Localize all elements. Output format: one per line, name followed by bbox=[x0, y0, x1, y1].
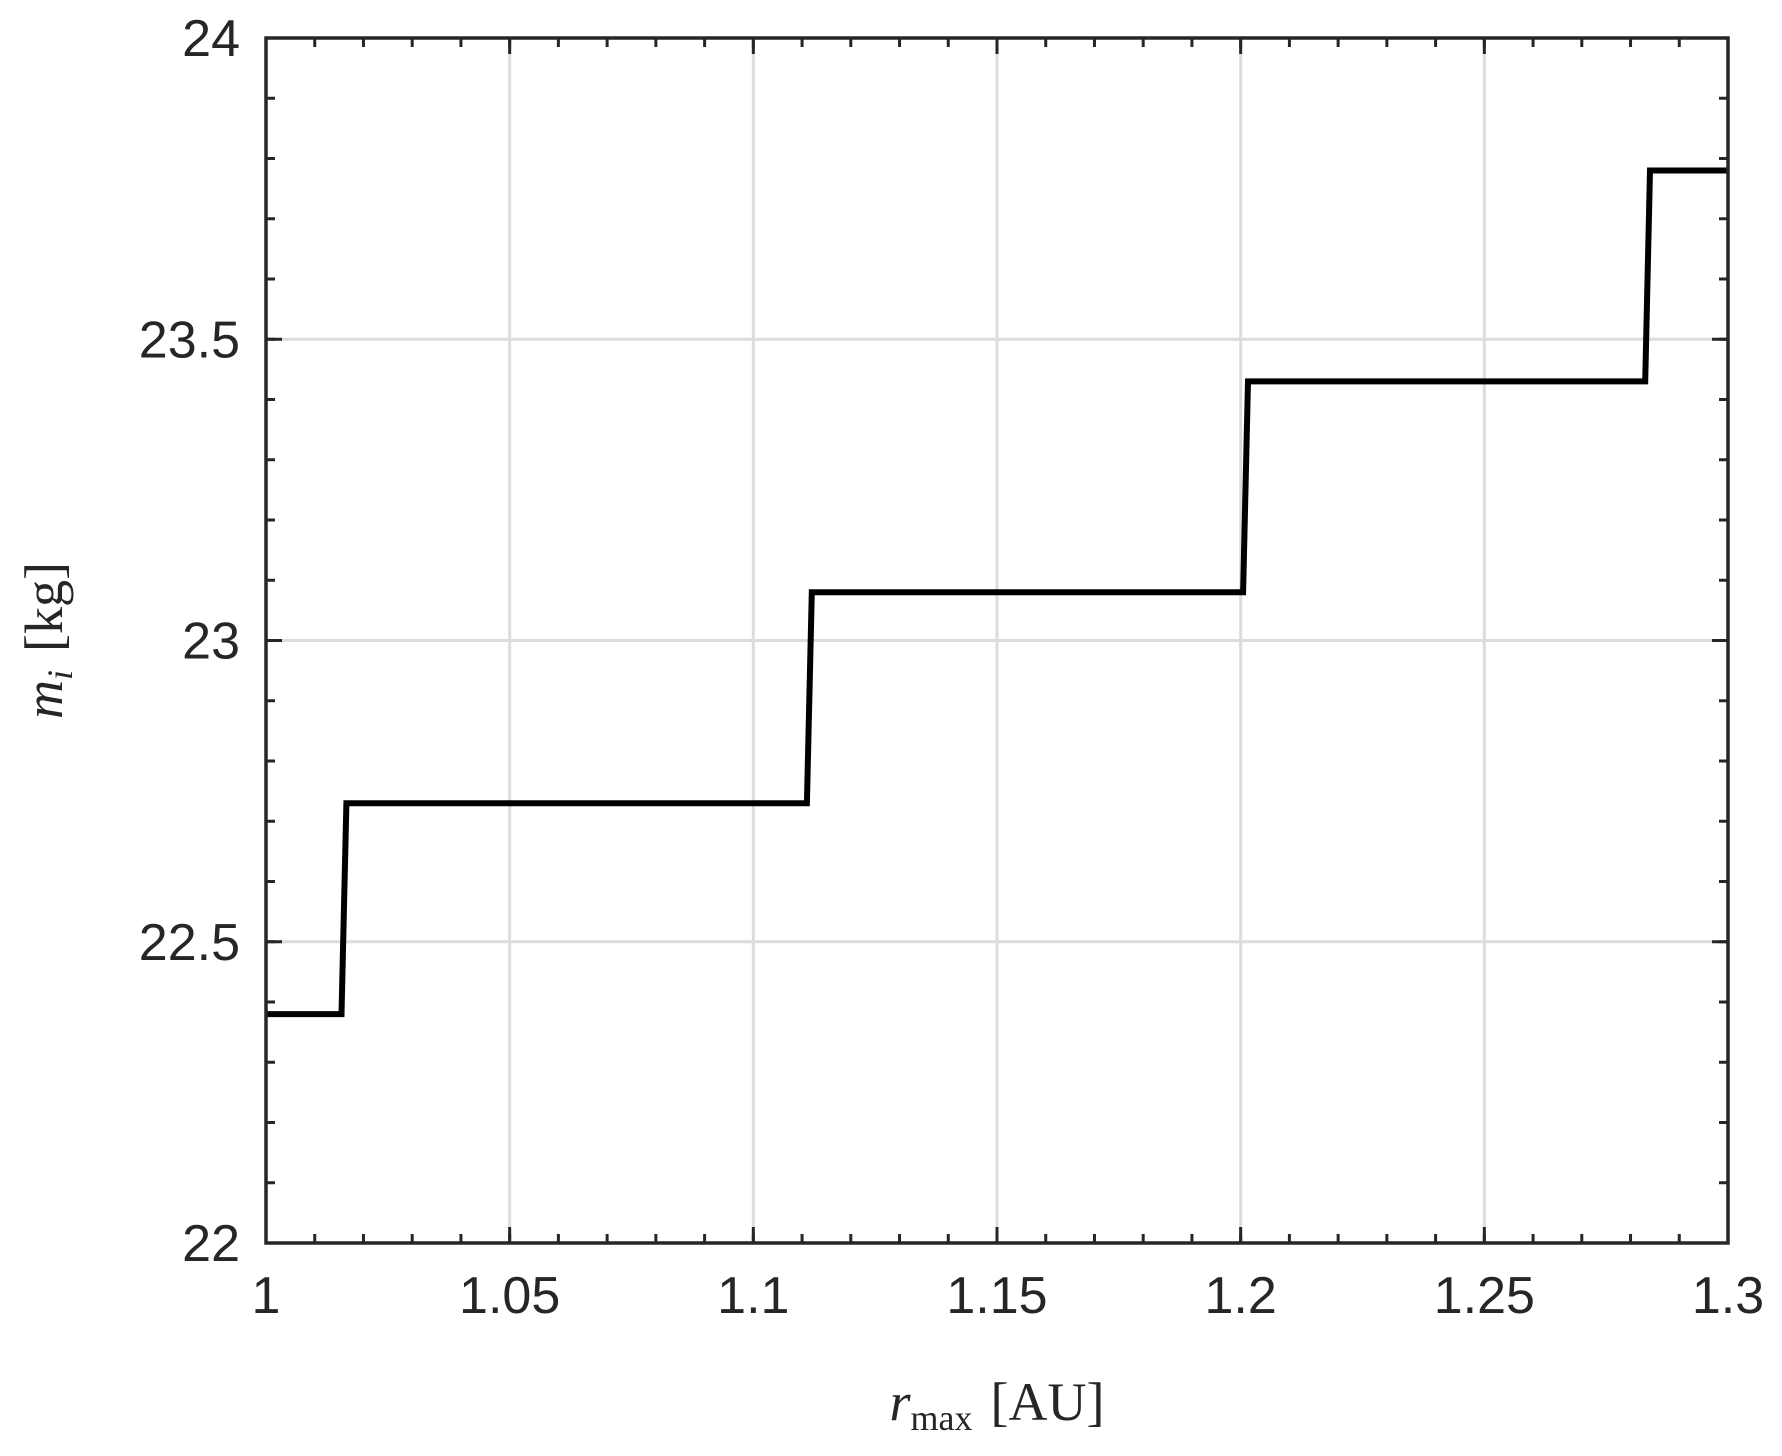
x-tick-label: 1.15 bbox=[946, 1267, 1047, 1325]
x-tick-labels: 1 1.05 1.1 1.15 1.2 1.25 1.3 bbox=[252, 1267, 1765, 1325]
x-tick-label: 1.1 bbox=[717, 1267, 789, 1325]
plot-frame bbox=[264, 36, 1730, 1245]
x-axis-sub: max bbox=[911, 1398, 973, 1438]
x-axis-unit: [AU] bbox=[991, 1372, 1105, 1432]
x-tick-label: 1 bbox=[252, 1267, 281, 1325]
x-tick-label: 1.3 bbox=[1692, 1267, 1764, 1325]
y-axis-unit: [kg] bbox=[14, 562, 74, 652]
x-tick-label: 1.2 bbox=[1205, 1267, 1277, 1325]
y-tick-label: 23 bbox=[182, 613, 240, 671]
y-tick-label: 22 bbox=[182, 1215, 240, 1273]
y-tick-label: 24 bbox=[182, 10, 240, 68]
y-axis-sub: i bbox=[40, 670, 80, 680]
x-axis-var: r bbox=[890, 1372, 912, 1432]
x-tick-label: 1.25 bbox=[1434, 1267, 1535, 1325]
x-tick-label: 1.05 bbox=[459, 1267, 560, 1325]
x-axis-label: rmax [AU] bbox=[890, 1372, 1105, 1438]
grid bbox=[266, 38, 1728, 1243]
y-tick-labels: 22 22.5 23 23.5 24 bbox=[139, 10, 240, 1273]
y-tick-label: 22.5 bbox=[139, 914, 240, 972]
y-axis-label: mi [kg] bbox=[14, 562, 80, 719]
y-tick-label: 23.5 bbox=[139, 311, 240, 369]
series-line bbox=[266, 167, 1728, 1018]
major-ticks bbox=[264, 36, 1730, 1245]
series-layer bbox=[266, 167, 1728, 1018]
y-axis-var: m bbox=[14, 680, 74, 719]
